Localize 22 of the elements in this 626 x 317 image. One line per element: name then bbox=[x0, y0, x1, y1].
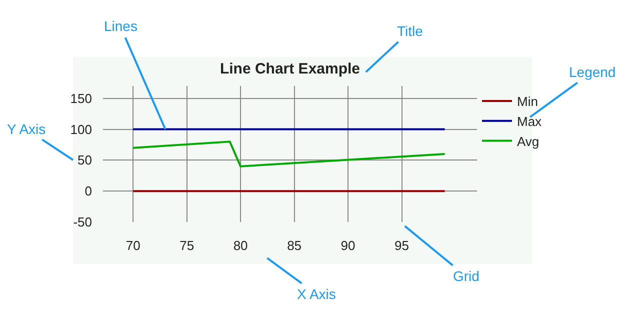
text: Title bbox=[397, 23, 424, 39]
legend-label: Min bbox=[517, 94, 538, 110]
y-tick-label: -50 bbox=[73, 214, 92, 230]
line-series bbox=[132, 140, 446, 168]
x-tick-label: 95 bbox=[394, 238, 410, 253]
y-tick-label: 150 bbox=[70, 90, 92, 106]
y-tick-label: 100 bbox=[70, 122, 92, 137]
text: Legend bbox=[569, 64, 616, 80]
text: Y Axis bbox=[7, 121, 46, 137]
y-tick-label: 0 bbox=[84, 184, 92, 199]
x-tick-label: 70 bbox=[126, 238, 140, 253]
text: Grid bbox=[453, 268, 480, 284]
annotation: Lines bbox=[104, 18, 138, 34]
text: X Axis bbox=[297, 286, 336, 302]
legend-label: Avg bbox=[517, 134, 540, 149]
x-tick-label: 85 bbox=[287, 238, 302, 253]
y-tick-label: 50 bbox=[78, 152, 92, 168]
x-tick-label: 75 bbox=[180, 238, 194, 253]
x-tick-label: 90 bbox=[340, 238, 356, 253]
chart-title: Line Chart Example bbox=[220, 60, 360, 78]
legend-label: Max bbox=[517, 114, 542, 129]
x-tick-label: 80 bbox=[233, 238, 248, 253]
